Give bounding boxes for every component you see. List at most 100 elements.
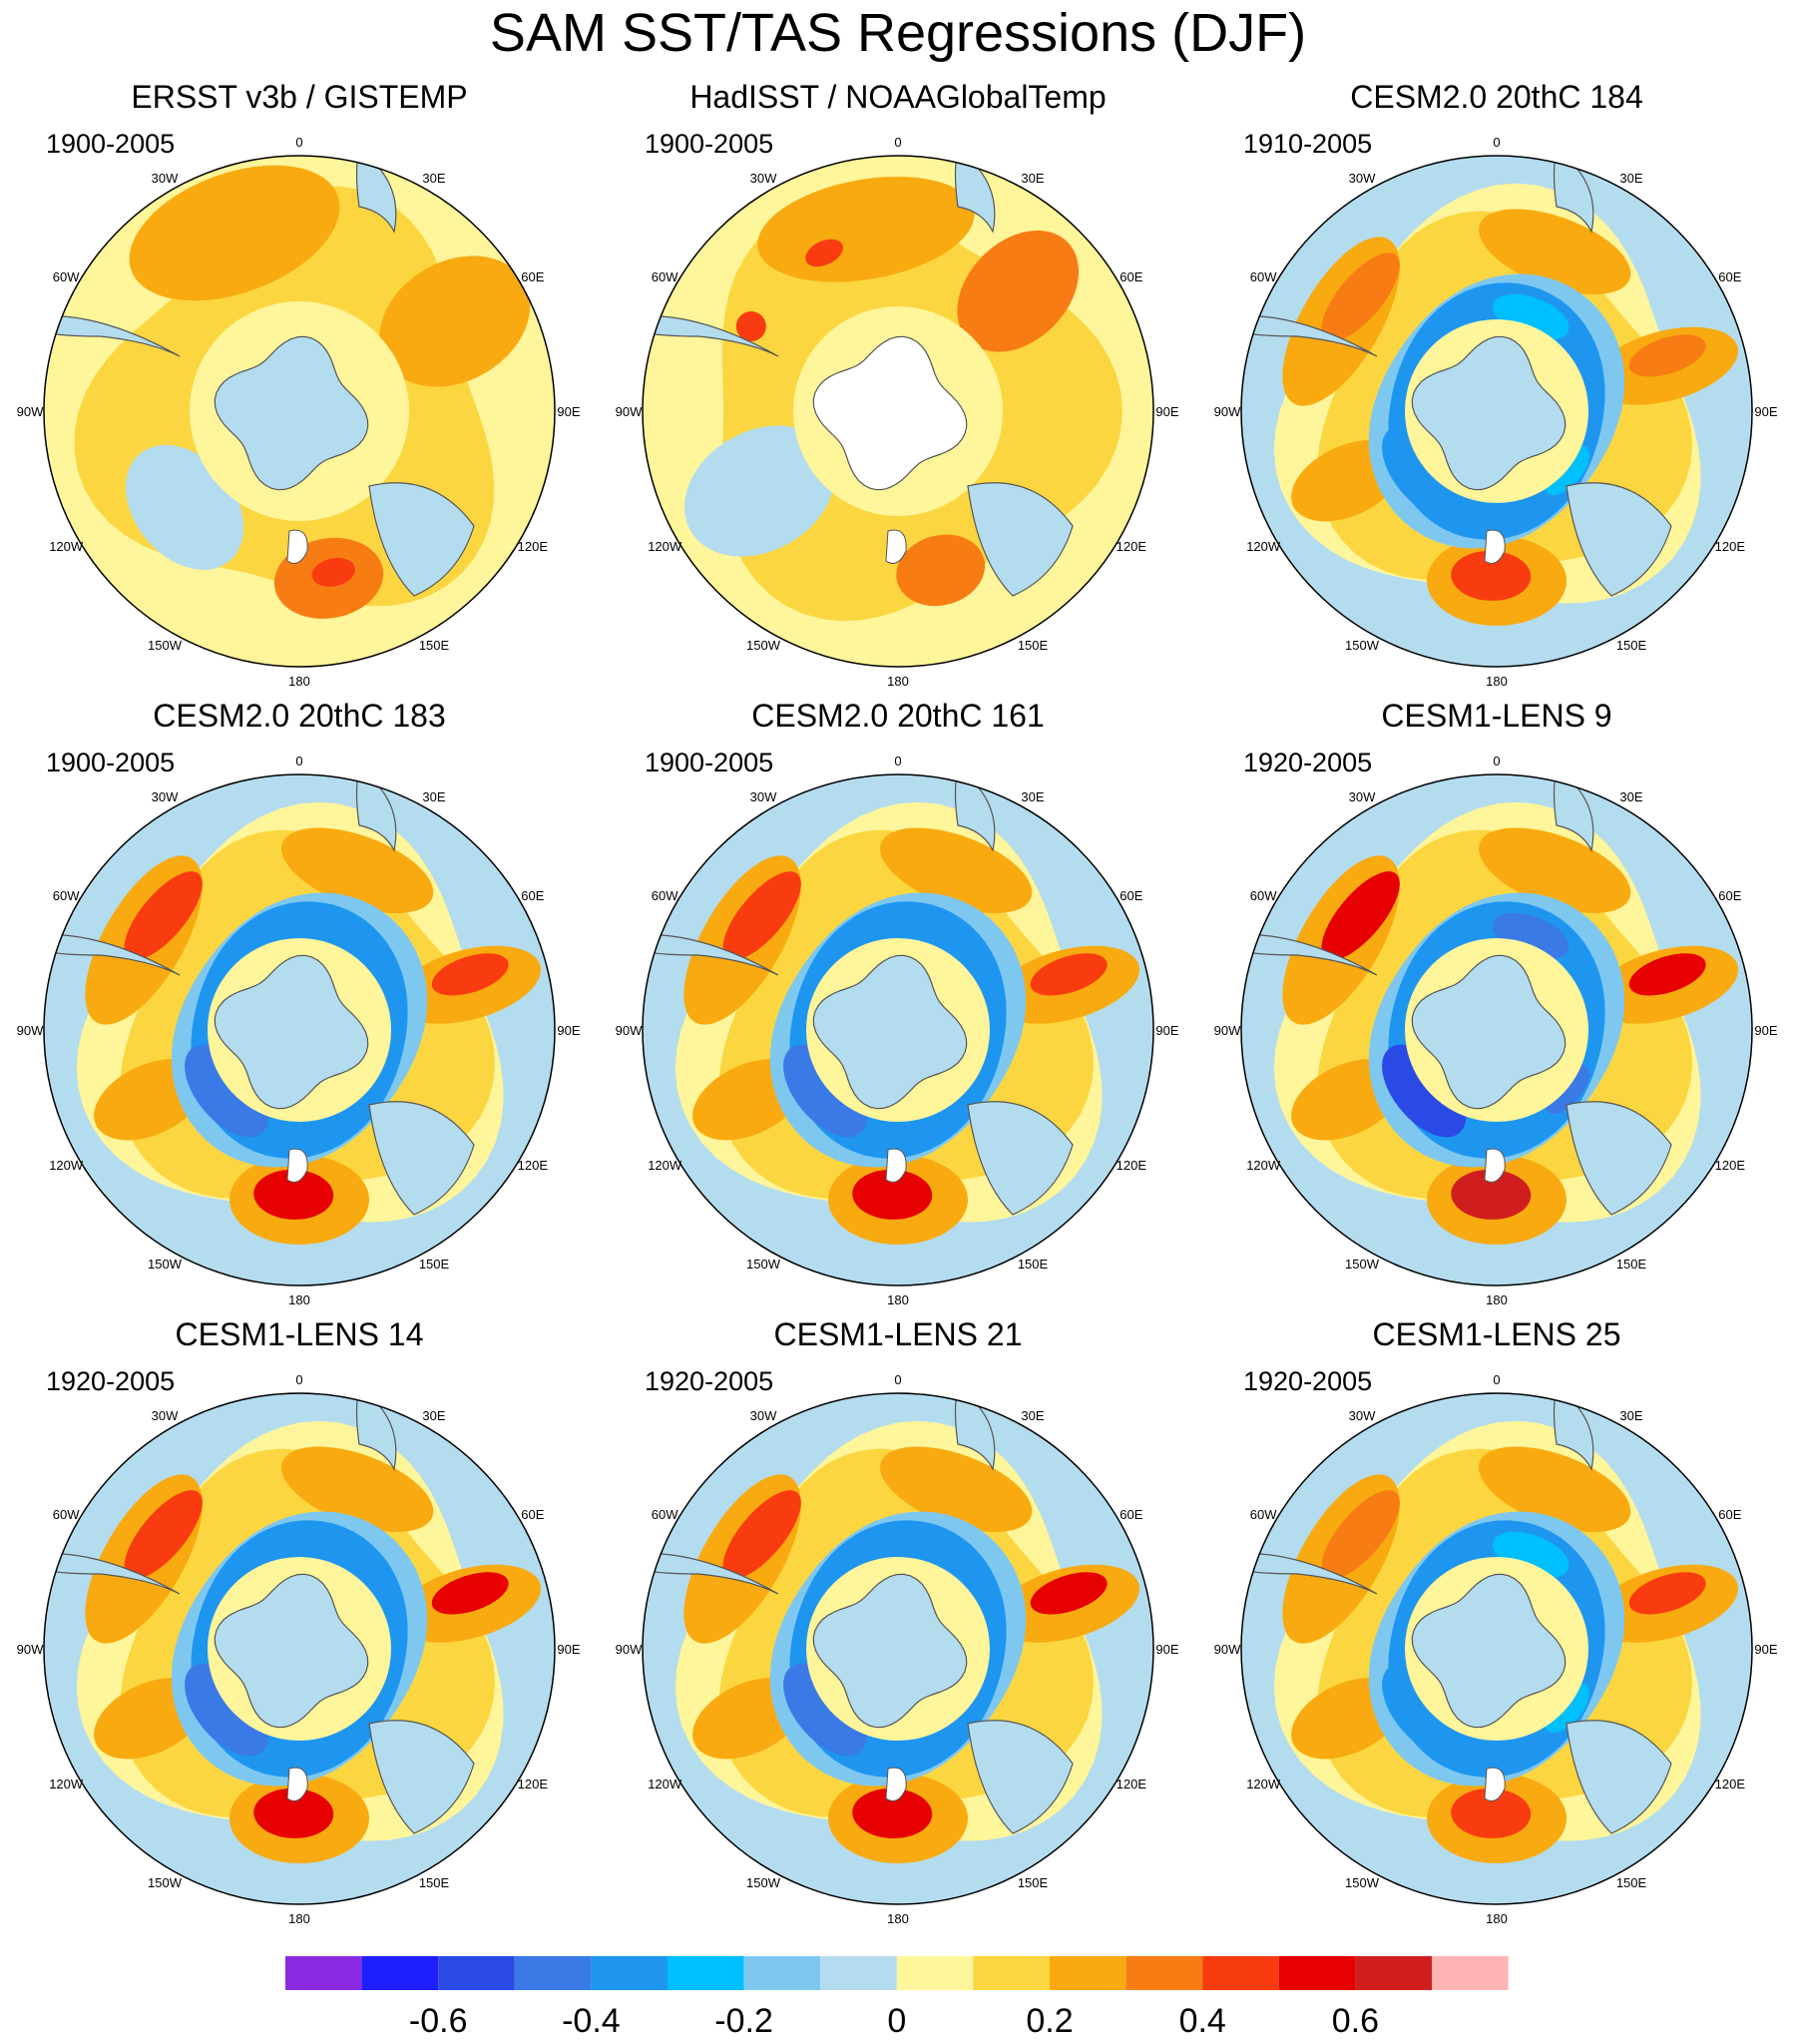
longitude-label: 150W	[148, 638, 183, 653]
longitude-label: 120W	[1246, 539, 1281, 554]
map-boundary	[642, 773, 1154, 1286]
map-panel: 0 30E 60E 90E 120E 150E 180 150W 120W 90W 60W 30W CE…	[1197, 79, 1796, 699]
longitude-label: 30E	[1619, 789, 1642, 804]
longitude-label: 120E	[518, 539, 549, 554]
longitude-label: 120W	[1246, 1777, 1281, 1791]
longitude-label: 150E	[419, 638, 450, 653]
positive-core	[1451, 550, 1532, 601]
colorbar-tick-label: 0	[887, 2002, 906, 2040]
longitude-label: 60E	[1718, 269, 1741, 284]
map-boundary	[1240, 773, 1753, 1286]
south-america-landmass	[44, 1552, 181, 1595]
longitude-label: 30W	[750, 171, 777, 186]
south-america-landmass	[643, 933, 779, 976]
longitude-label: 180	[887, 1911, 909, 1926]
longitude-label: 30W	[1349, 789, 1376, 804]
longitude-label: 60W	[53, 888, 80, 903]
map-boundary	[43, 773, 556, 1286]
positive-core	[1030, 1572, 1108, 1615]
polar-map: 0 30E 60E 90E 120E 150E 180 150W 120W 90W 60W 30W	[1214, 135, 1778, 689]
colorbar-swatch	[1050, 1956, 1126, 1990]
australia-landmass	[1566, 482, 1672, 597]
antarctica-landmass	[812, 954, 968, 1110]
africa-landmass	[1553, 774, 1594, 852]
longitude-label: 150E	[1018, 638, 1049, 653]
map-panel: 0 30E 60E 90E 120E 150E 180 150W 120W 90W 60W 30W CE…	[599, 1316, 1197, 1936]
longitude-label: 150E	[1018, 1875, 1049, 1890]
positive-lobe	[957, 230, 1080, 352]
longitude-label: 150E	[1616, 1257, 1647, 1272]
new-zealand-landmass	[1484, 1767, 1506, 1801]
new-zealand-landmass	[1484, 529, 1506, 564]
africa-landmass	[1553, 1393, 1594, 1471]
longitude-label: 0	[295, 1372, 302, 1387]
positive-lobe	[379, 256, 531, 387]
negative-core	[1382, 1044, 1467, 1138]
map-panel: 0 30E 60E 90E 120E 150E 180 150W 120W 90W 60W 30W CE…	[1197, 698, 1796, 1317]
longitude-label: 150W	[1345, 1875, 1380, 1890]
polar-map: 0 30E 60E 90E 120E 150E 180 150W 120W 90W 60W 30W	[616, 754, 1179, 1307]
colorbar-swatch	[973, 1956, 1050, 1990]
panel-title: ERSST v3b / GISTEMP	[131, 79, 468, 115]
longitude-label: 90W	[17, 1023, 44, 1038]
positive-core	[253, 1788, 334, 1838]
australia-landmass	[368, 1101, 475, 1216]
longitude-label: 30E	[422, 171, 445, 186]
longitude-label: 180	[1486, 1292, 1508, 1307]
longitude-label: 60E	[521, 269, 544, 284]
longitude-label: 30W	[750, 789, 777, 804]
positive-core	[431, 1572, 509, 1615]
africa-landmass	[954, 774, 996, 852]
longitude-label: 30E	[1021, 1408, 1044, 1423]
longitude-label: 120E	[518, 1158, 549, 1173]
longitude-label: 30E	[1021, 171, 1044, 186]
polar-map: 0 30E 60E 90E 120E 150E 180 150W 120W 90W 60W 30W	[17, 754, 581, 1307]
longitude-label: 150W	[1345, 1257, 1380, 1272]
south-america-landmass	[1241, 314, 1378, 357]
longitude-label: 60E	[1718, 1507, 1741, 1522]
positive-lobe	[281, 827, 434, 914]
longitude-label: 90E	[557, 404, 580, 419]
longitude-label: 0	[1493, 754, 1500, 768]
antarctica-landmass	[1411, 954, 1567, 1110]
panel-title: CESM2.0 20thC 161	[751, 698, 1045, 734]
antarctica-landmass	[812, 1573, 968, 1729]
longitude-label: 60E	[1120, 269, 1142, 284]
longitude-label: 120W	[49, 1158, 84, 1173]
longitude-label: 0	[894, 754, 901, 768]
negative-core	[1382, 425, 1467, 519]
longitude-label: 120E	[1117, 1777, 1147, 1791]
africa-landmass	[355, 774, 397, 852]
longitude-label: 120W	[648, 1777, 682, 1791]
south-america-landmass	[1241, 1552, 1378, 1595]
south-america-landmass	[643, 1552, 779, 1595]
map-boundary	[1240, 155, 1753, 668]
antarctica-landmass	[214, 1573, 369, 1729]
new-zealand-landmass	[286, 1767, 308, 1801]
colorbar-tick-label: -0.4	[562, 2002, 621, 2040]
colorbar-tick-label: -0.2	[714, 2002, 773, 2040]
longitude-label: 0	[295, 135, 302, 150]
positive-core	[735, 311, 766, 341]
longitude-label: 60E	[1120, 1507, 1142, 1522]
colorbar-swatch	[1355, 1956, 1432, 1990]
colorbar-tick-label: 0.2	[1026, 2002, 1073, 2040]
map-boundary	[43, 1392, 556, 1905]
longitude-label: 30W	[1349, 171, 1376, 186]
longitude-label: 30W	[152, 789, 179, 804]
panel-period: 1920-2005	[1243, 748, 1373, 777]
polar-map: 0 30E 60E 90E 120E 150E 180 150W 120W 90W 60W 30W	[1214, 1372, 1778, 1926]
longitude-label: 60W	[652, 1507, 678, 1522]
longitude-label: 90W	[1214, 404, 1241, 419]
longitude-label: 180	[288, 1292, 310, 1307]
colorbar-swatch	[743, 1956, 821, 1990]
longitude-label: 150W	[1345, 638, 1380, 653]
longitude-label: 90W	[1214, 1023, 1241, 1038]
longitude-label: 60W	[1250, 269, 1277, 284]
longitude-label: 30W	[750, 1408, 777, 1423]
colorbar-swatch	[361, 1956, 439, 1990]
positive-lobe	[880, 827, 1033, 914]
longitude-label: 120E	[1117, 539, 1147, 554]
panel-period: 1900-2005	[645, 129, 774, 159]
antarctica-landmass	[812, 335, 968, 491]
